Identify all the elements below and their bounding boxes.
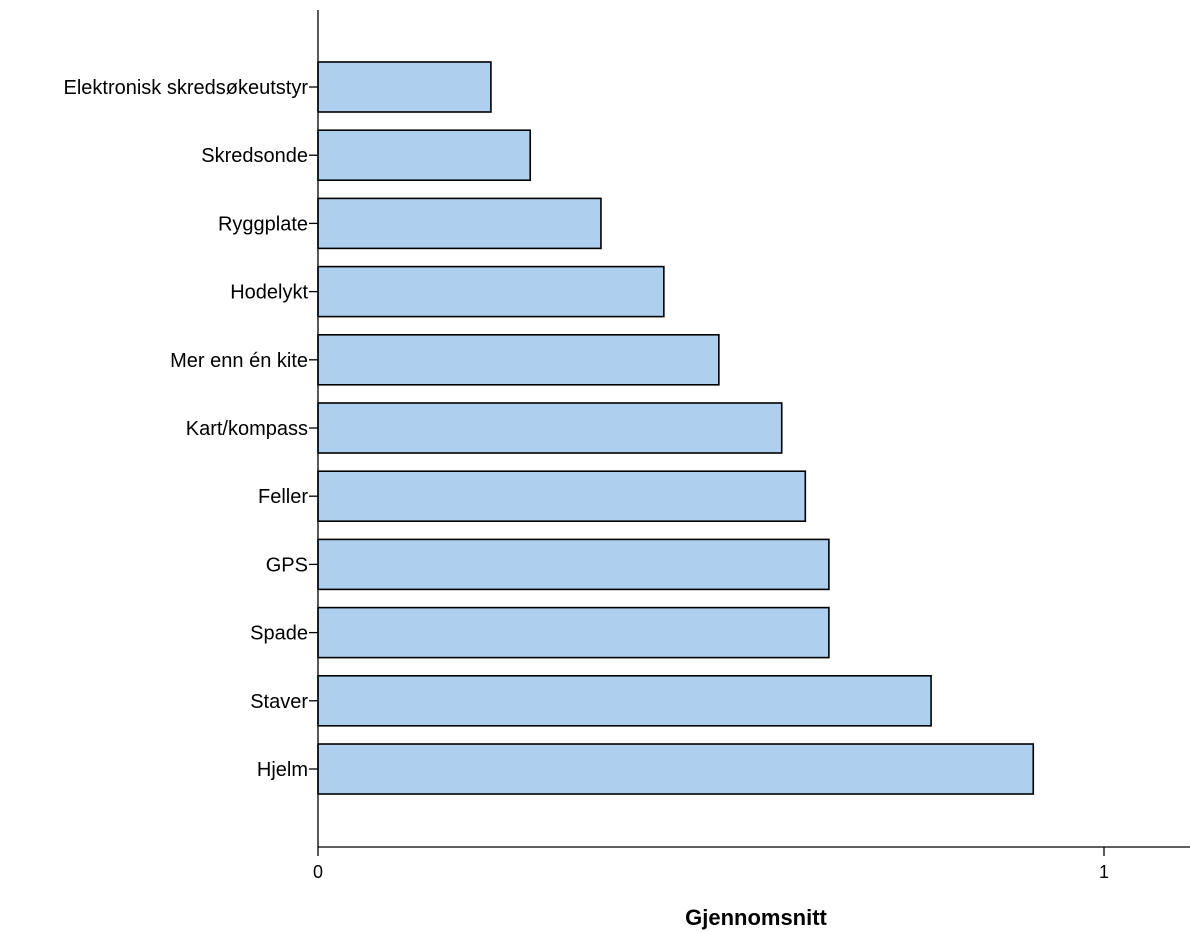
category-label: Hodelykt bbox=[230, 282, 308, 304]
bar bbox=[317, 606, 830, 659]
category-label: Spade bbox=[250, 623, 308, 645]
bar bbox=[317, 538, 830, 591]
category-label: GPS bbox=[266, 554, 308, 576]
bar bbox=[317, 402, 783, 454]
bar bbox=[317, 333, 720, 386]
category-label: Kart/kompass bbox=[186, 418, 308, 440]
bar bbox=[317, 129, 532, 181]
bar bbox=[317, 197, 602, 250]
bar bbox=[317, 743, 1035, 795]
category-label: Ryggplate bbox=[218, 213, 308, 235]
category-label: Feller bbox=[258, 486, 308, 508]
bar bbox=[317, 470, 807, 523]
x-tick-label: 0 bbox=[313, 862, 323, 882]
x-tick-label: 1 bbox=[1099, 862, 1109, 882]
labels-layer: Elektronisk skredsøkeutstyr Skredsonde Ryg… bbox=[63, 77, 318, 781]
category-label: Hjelm bbox=[257, 759, 308, 781]
bars-layer bbox=[317, 61, 1035, 795]
category-label: Skredsonde bbox=[201, 145, 308, 167]
category-label: Staver bbox=[250, 691, 308, 713]
bar bbox=[317, 674, 932, 727]
category-label: Mer enn én kite bbox=[170, 350, 308, 372]
category-label: Elektronisk skredsøkeutstyr bbox=[63, 77, 308, 99]
x-axis-title: Gjennomsnitt bbox=[685, 905, 827, 930]
bar bbox=[317, 61, 492, 113]
bar bbox=[317, 265, 665, 318]
